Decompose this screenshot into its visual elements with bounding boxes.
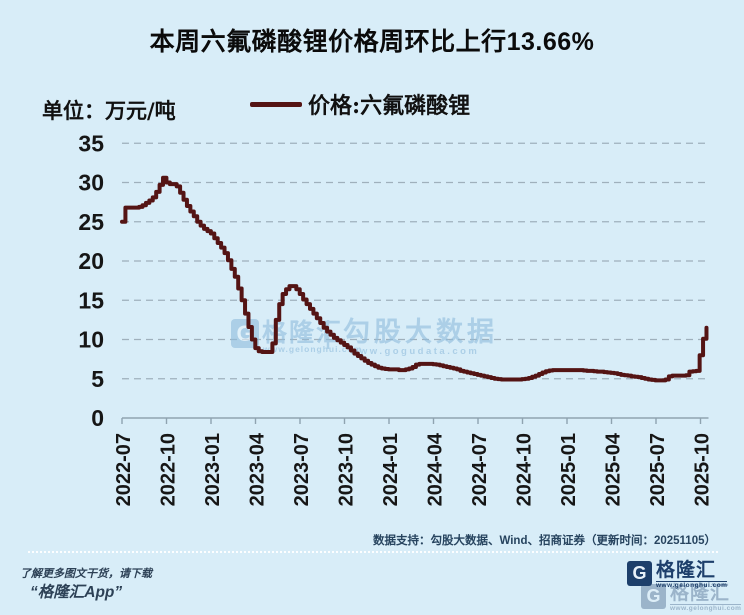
gelonghui-logo-url: www.gelonghui.com [656,581,728,589]
x-tick-label: 2025-10 [692,433,714,506]
x-tick-label: 2025-07 [647,433,669,506]
gelonghui-logo: G 格隆汇 www.gelonghui.com [627,560,728,589]
watermark-brand-url: www.gelonghui.com [262,344,362,354]
x-tick-label: 2023-04 [247,432,269,506]
gelonghui-logo-text: 格隆汇 [656,560,717,581]
data-source-note: 数据支持：勾股大数据、Wind、招商证券（更新时间：20251105） [372,535,716,547]
x-tick-label: 2023-10 [336,433,358,506]
x-tick-label: 2024-01 [380,433,402,506]
y-axis-unit-label: 单位：万元/吨 [42,98,176,123]
watermark-partner: 勾股大数据 [343,317,498,347]
y-tick-label: 5 [91,366,104,392]
y-tick-label: 10 [78,327,104,353]
x-tick-label: 2022-07 [113,433,135,506]
gelonghui-logo-watermark: G 格隆汇 www.gelonghui.com [641,583,742,612]
y-tick-label: 0 [91,405,104,431]
price-line-chart: 0 5 10 15 20 25 30 35 2022-07 2022-10 2023-01 2023-… [78,130,714,506]
legend-label: 价格:六氟磷酸锂 [308,93,471,119]
legend: 价格:六氟磷酸锂 [250,88,470,120]
gelonghui-logo-text: 格隆汇 [670,583,731,604]
x-tick-label: 2025-01 [558,433,580,506]
x-tick-label: 2024-04 [425,432,447,506]
chart-title: 本周六氟磷酸锂价格周环比上行13.66% [149,28,595,56]
promo-text: 了解更多图文干货，请下载 [20,568,152,580]
y-tick-label: 20 [78,248,104,274]
x-tick-label: 2022-10 [158,433,180,506]
x-tick-label: 2024-10 [514,433,536,506]
x-tick-label: 2023-07 [291,433,313,506]
x-tick-label: 2023-01 [202,433,224,506]
gelonghui-g-icon: G [641,584,666,609]
y-tick-label: 15 [78,287,104,313]
price-line [120,175,709,383]
footer-divider [28,551,718,553]
gelonghui-g-icon: G [627,561,652,586]
promo-app-name: “格隆汇App” [30,584,123,601]
gelonghui-logo-url: www.gelonghui.com [670,604,742,612]
y-tick-label: 30 [78,170,104,196]
x-tick-label: 2025-04 [603,432,625,506]
watermark-partner-url: www.gogudata.com [349,346,479,357]
x-tick-label: 2024-07 [469,433,491,506]
y-tick-label: 25 [78,209,104,235]
legend-line-swatch [250,101,302,107]
y-tick-label: 35 [78,130,104,156]
